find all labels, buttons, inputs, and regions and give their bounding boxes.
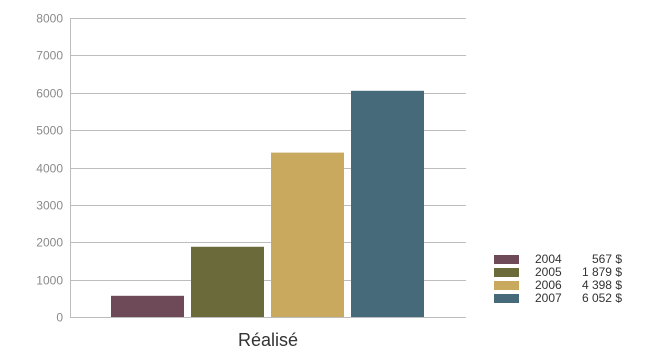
y-tick-label: 3000 — [36, 199, 63, 213]
y-axis: 0 1000 2000 3000 4000 5000 6000 7000 8000 — [36, 12, 71, 325]
legend-value: 4 398 $ — [582, 278, 622, 292]
y-tick-label: 4000 — [36, 162, 63, 176]
y-tick-label: 5000 — [36, 124, 63, 138]
bar-2007 — [351, 90, 424, 317]
bar-2006 — [271, 152, 344, 317]
y-tick-label: 0 — [56, 311, 63, 325]
legend-swatch-2005 — [494, 268, 519, 277]
category-label: Réalisé — [238, 330, 298, 350]
bar-2004 — [111, 295, 184, 317]
legend-value: 567 $ — [592, 252, 622, 266]
y-tick-label: 7000 — [36, 49, 63, 63]
y-tick-label: 8000 — [36, 12, 63, 26]
bar-2005 — [191, 246, 264, 317]
legend-value: 1 879 $ — [582, 265, 622, 279]
legend-label: 2006 — [535, 278, 562, 292]
y-tick-label: 1000 — [36, 274, 63, 288]
legend-swatch-2006 — [494, 281, 519, 290]
legend-value: 6 052 $ — [582, 291, 622, 305]
legend: 2004 567 $ 2005 1 879 $ 2006 4 398 $ 2007 6 052… — [494, 252, 622, 305]
gridlines — [70, 18, 466, 318]
bars — [111, 90, 424, 317]
legend-label: 2004 — [535, 252, 562, 266]
y-tick-label: 2000 — [36, 236, 63, 250]
legend-label: 2005 — [535, 265, 562, 279]
legend-swatch-2007 — [494, 294, 519, 303]
legend-swatch-2004 — [494, 255, 519, 264]
legend-label: 2007 — [535, 291, 562, 305]
y-tick-label: 6000 — [36, 87, 63, 101]
